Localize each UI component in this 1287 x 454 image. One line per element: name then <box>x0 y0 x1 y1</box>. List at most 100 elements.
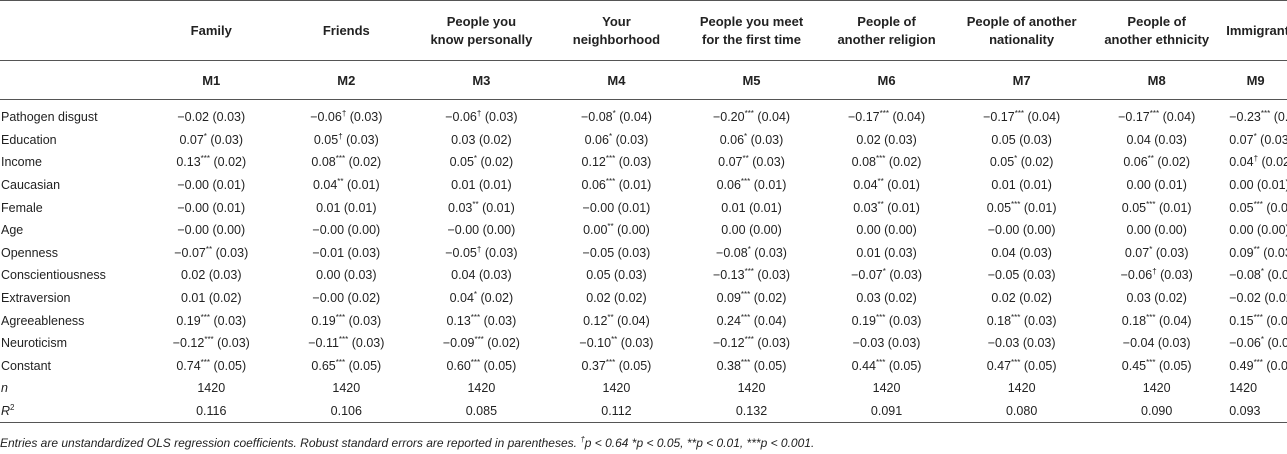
table-row: Openness −0.07** (0.03) −0.01 (0.03) −0.05†… <box>0 242 1287 265</box>
standard-error: (0.03) <box>617 245 651 260</box>
coefficient-cell: 0.02 (0.03) <box>144 264 279 287</box>
significance-mark: *** <box>1253 312 1263 322</box>
standard-error: (0.05) <box>888 358 922 373</box>
coefficient-cell: 0.01 (0.01) <box>954 174 1089 197</box>
significance-mark: *** <box>1011 357 1021 367</box>
standard-error: (0.01) <box>1019 178 1052 193</box>
standard-error: (0.01) <box>887 178 920 193</box>
coefficient-cell: 0.38*** (0.05) <box>684 355 819 378</box>
n-value: 1420 <box>332 381 361 396</box>
significance-mark: *** <box>338 335 349 345</box>
significance-mark: *** <box>740 290 751 300</box>
row-label: Extraversion <box>1 291 71 306</box>
standard-error: (0.03) <box>889 268 923 283</box>
significance-mark: *** <box>1253 199 1263 209</box>
column-header: People of another religion <box>819 0 955 61</box>
coefficient: 0.07 <box>1229 132 1254 147</box>
standard-error: (0.02) <box>888 155 922 170</box>
coefficient: −0.00 <box>582 200 615 215</box>
coefficient: 0.01 <box>181 291 206 306</box>
significance-mark: * <box>1260 335 1264 345</box>
coefficient-cell: 0.00 (0.03) <box>279 264 414 287</box>
significance-mark: † <box>476 244 482 254</box>
coefficient-cell: 0.05* (0.02) <box>954 151 1089 174</box>
significance-mark: *** <box>1253 357 1263 367</box>
row-label: Income <box>1 155 42 170</box>
standard-error: (0.05) <box>483 358 517 373</box>
coefficient: 0.01 <box>991 178 1016 193</box>
standard-error: (0.02) <box>884 291 917 306</box>
row-label: Constant <box>1 358 52 373</box>
coefficient: −0.05 <box>987 268 1020 283</box>
standard-error: (0.04) <box>1158 313 1192 328</box>
model-label: M3 <box>413 60 549 100</box>
coefficient: 0.06 <box>716 178 741 193</box>
significance-mark: *** <box>1146 312 1156 322</box>
standard-error: (0.03) <box>884 245 917 260</box>
coefficient: 0.44 <box>851 358 876 373</box>
standard-error: (0.02) <box>213 155 247 170</box>
coefficient: 0.19 <box>311 313 336 328</box>
coefficient: 0.65 <box>311 358 336 373</box>
standard-error: (0.03) <box>343 268 377 283</box>
significance-mark: *** <box>744 109 754 119</box>
coefficient: 0.02 <box>586 291 611 306</box>
standard-error: (0.03) <box>752 155 785 170</box>
coefficient-cell: −0.17*** (0.04) <box>954 106 1089 129</box>
coefficient-cell: 0.00 (0.00) <box>1089 219 1224 242</box>
coefficient-cell: 0.00 (0.01) <box>1224 174 1287 197</box>
significance-mark: † <box>476 109 482 119</box>
coefficient-cell: −0.03 (0.03) <box>954 332 1089 355</box>
standard-error: (0.03) <box>1155 245 1189 260</box>
coefficient-cell: −0.06† (0.03) <box>1089 264 1224 287</box>
table-row: Female −0.00 (0.01) 0.01 (0.01) 0.03** (0.0… <box>0 196 1287 219</box>
coefficient-cell: 0.19*** (0.03) <box>819 309 954 332</box>
standard-error: (0.03) <box>208 268 242 283</box>
significance-mark: ** <box>742 154 749 164</box>
significance-mark: *** <box>335 312 346 322</box>
coefficient-cell: 0.03 (0.02) <box>819 287 954 310</box>
standard-error: (0.03) <box>484 110 518 125</box>
coefficient-cell: 0.00 (0.00) <box>819 219 954 242</box>
standard-error: (0.01) <box>1023 200 1057 215</box>
coefficient: −0.08 <box>580 110 613 125</box>
standard-error: (0.03) <box>1260 132 1287 147</box>
coefficient: −0.07 <box>851 268 883 283</box>
column-header-row: Family Friends People you know personally Yo… <box>0 0 1287 61</box>
coefficient: 0.04 <box>991 245 1016 260</box>
coefficient-cell: 0.12** (0.04) <box>549 309 684 332</box>
coefficient: 0.18 <box>1121 313 1147 328</box>
significance-mark: * <box>1260 267 1264 277</box>
coefficient: 0.09 <box>716 291 741 306</box>
standard-error: (0.03) <box>1267 336 1287 351</box>
standard-error: (0.02) <box>1019 291 1052 306</box>
standard-error: (0.03) <box>1019 245 1052 260</box>
table-row: Education 0.07* (0.03) 0.05† (0.03) 0.03 (0… <box>0 129 1287 152</box>
coefficient: −0.10 <box>579 336 612 351</box>
significance-mark: ** <box>472 199 479 209</box>
column-header-line: neighborhood <box>572 31 661 47</box>
column-header-line: know personally <box>430 31 533 47</box>
standard-error: (0.03) <box>348 313 382 328</box>
standard-error: (0.01) <box>753 178 787 193</box>
coefficient-cell: 0.19*** (0.03) <box>279 309 414 332</box>
column-header: Immigrants <box>1224 0 1287 61</box>
table-row: Agreeableness 0.19*** (0.03) 0.19*** (0.03… <box>0 309 1287 332</box>
standard-error: (0.00) <box>749 223 782 238</box>
coefficient: 0.04 <box>451 268 476 283</box>
standard-error: (0.02) <box>480 291 514 306</box>
coefficient-cell: −0.05† (0.03) <box>414 242 549 265</box>
coefficient: 0.60 <box>446 358 471 373</box>
coefficient: 0.05 <box>1121 200 1147 215</box>
standard-error: (0.03) <box>215 245 249 260</box>
coefficient: −0.06 <box>445 110 477 125</box>
coefficient: 0.03 <box>853 200 878 215</box>
r2-value: 0.106 <box>278 399 414 424</box>
row-label-r2: R2 <box>0 399 144 424</box>
column-header-line: for the first time <box>702 31 801 47</box>
standard-error: (0.03) <box>1267 268 1287 283</box>
significance-mark: * <box>882 267 886 277</box>
coefficient: −0.17 <box>1118 110 1150 125</box>
significance-mark: ** <box>607 312 614 322</box>
column-header-line: another ethnicity <box>1104 31 1210 47</box>
